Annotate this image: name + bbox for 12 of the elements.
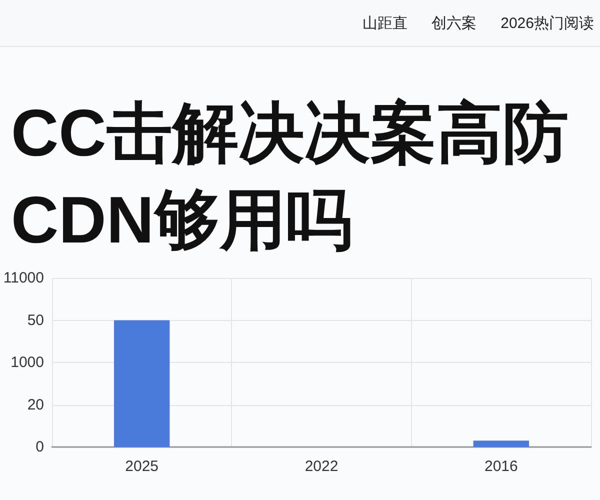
x-tick-label: 2025 bbox=[125, 458, 159, 475]
x-tick-label: 2022 bbox=[304, 458, 338, 475]
text: 1000 bbox=[10, 354, 44, 371]
text: 2026热门阅读 bbox=[500, 14, 594, 32]
text: 0 bbox=[36, 438, 44, 456]
text: 11000 bbox=[3, 270, 44, 286]
text: 20 bbox=[27, 396, 44, 414]
text: 50 bbox=[27, 312, 44, 329]
text: 山距直 bbox=[362, 14, 408, 32]
x-tick-label: 2016 bbox=[484, 458, 518, 475]
chart-title: CC击解决决案高防CDN够用吗 bbox=[11, 96, 568, 256]
text: 创六案 bbox=[432, 14, 477, 32]
